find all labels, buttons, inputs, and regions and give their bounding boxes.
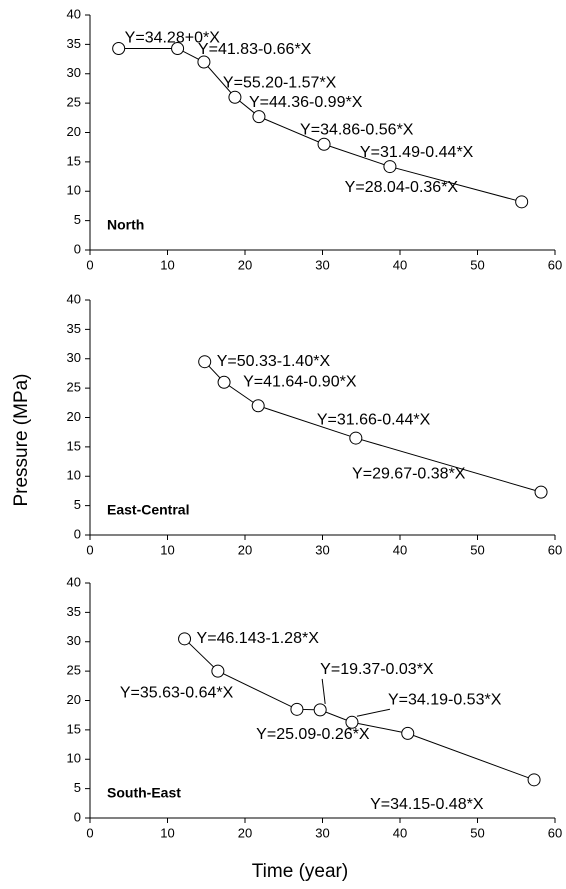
marker [401, 726, 415, 740]
annotation: Y=31.66-0.44*X [317, 411, 431, 428]
x-tick-label: 10 [160, 257, 174, 272]
marker [171, 41, 185, 55]
annotation: Y=50.33-1.40*X [217, 353, 331, 370]
annotation: Y=55.20-1.57*X [223, 74, 337, 91]
marker [313, 703, 327, 717]
panel-label: South-East [107, 785, 181, 801]
x-tick-label: 30 [315, 825, 329, 840]
annotation: Y=34.15-0.48*X [370, 796, 484, 813]
marker [251, 399, 265, 413]
marker [228, 90, 242, 104]
line [184, 638, 535, 781]
y-tick-label: 15 [67, 721, 81, 736]
y-tick-label: 0 [74, 526, 81, 541]
x-tick-label: 50 [470, 825, 484, 840]
x-tick-label: 50 [470, 542, 484, 557]
x-tick-label: 30 [315, 542, 329, 557]
marker [527, 773, 541, 787]
x-tick-label: 60 [548, 825, 562, 840]
marker [290, 702, 304, 716]
x-tick-label: 30 [315, 257, 329, 272]
y-tick-label: 5 [74, 497, 81, 512]
marker [112, 41, 126, 55]
x-tick-label: 0 [86, 825, 93, 840]
annotation: Y=41.64-0.90*X [243, 373, 357, 390]
marker [349, 431, 363, 445]
y-tick-label: 30 [67, 350, 81, 365]
y-tick-label: 0 [74, 241, 81, 256]
x-tick-label: 60 [548, 542, 562, 557]
y-tick-label: 35 [67, 321, 81, 336]
y-tick-label: 30 [67, 633, 81, 648]
y-tick-label: 25 [67, 663, 81, 678]
x-tick-label: 10 [160, 542, 174, 557]
y-tick-label: 5 [74, 212, 81, 227]
x-tick-label: 20 [238, 257, 252, 272]
marker [317, 137, 331, 151]
marker [515, 195, 529, 209]
y-axis-label: Pressure (MPa) [11, 373, 32, 506]
panel-label: East-Central [107, 502, 189, 518]
annotation-arrow [321, 678, 326, 704]
y-tick-label: 20 [67, 124, 81, 139]
x-tick-label: 0 [86, 257, 93, 272]
x-tick-label: 50 [470, 257, 484, 272]
y-tick-label: 10 [67, 468, 81, 483]
annotation: Y=34.19-0.53*X [388, 691, 502, 708]
marker [383, 160, 397, 174]
annotation: Y=31.49-0.44*X [360, 144, 474, 161]
marker [211, 664, 225, 678]
marker [252, 110, 266, 124]
annotation: Y=46.143-1.28*X [197, 630, 320, 647]
y-tick-label: 40 [67, 574, 81, 589]
x-tick-label: 40 [393, 825, 407, 840]
y-tick-label: 25 [67, 380, 81, 395]
y-tick-label: 35 [67, 36, 81, 51]
annotation: Y=34.28+0*X [125, 30, 221, 47]
marker [217, 375, 231, 389]
y-tick-label: 20 [67, 409, 81, 424]
annotation: Y=29.67-0.38*X [352, 465, 466, 482]
y-tick-label: 15 [67, 153, 81, 168]
y-tick-label: 40 [67, 6, 81, 21]
y-tick-label: 35 [67, 604, 81, 619]
annotation-arrow [356, 708, 391, 717]
annotation: Y=41.83-0.66*X [198, 41, 312, 58]
marker [178, 632, 192, 646]
y-tick-label: 5 [74, 780, 81, 795]
y-tick-label: 30 [67, 65, 81, 80]
marker [345, 715, 359, 729]
panel-label: North [107, 217, 144, 233]
y-tick-label: 20 [67, 692, 81, 707]
y-tick-label: 10 [67, 751, 81, 766]
annotation: Y=28.04-0.36*X [345, 179, 459, 196]
x-axis-label: Time (year) [252, 861, 348, 882]
x-tick-label: 40 [393, 257, 407, 272]
x-tick-label: 10 [160, 825, 174, 840]
x-tick-label: 20 [238, 825, 252, 840]
marker [534, 485, 548, 499]
annotation: Y=25.09-0.26*X [256, 726, 370, 743]
y-tick-label: 40 [67, 291, 81, 306]
x-tick-label: 40 [393, 542, 407, 557]
annotation: Y=34.86-0.56*X [300, 121, 414, 138]
x-tick-label: 20 [238, 542, 252, 557]
marker [198, 355, 212, 369]
y-tick-label: 15 [67, 438, 81, 453]
y-tick-label: 25 [67, 95, 81, 110]
y-tick-label: 10 [67, 183, 81, 198]
x-tick-label: 0 [86, 542, 93, 557]
annotation: Y=44.36-0.99*X [249, 94, 363, 111]
y-tick-label: 0 [74, 809, 81, 824]
annotation: Y=19.37-0.03*X [320, 661, 434, 678]
marker [197, 55, 211, 69]
x-tick-label: 60 [548, 257, 562, 272]
annotation: Y=35.63-0.64*X [120, 684, 234, 701]
